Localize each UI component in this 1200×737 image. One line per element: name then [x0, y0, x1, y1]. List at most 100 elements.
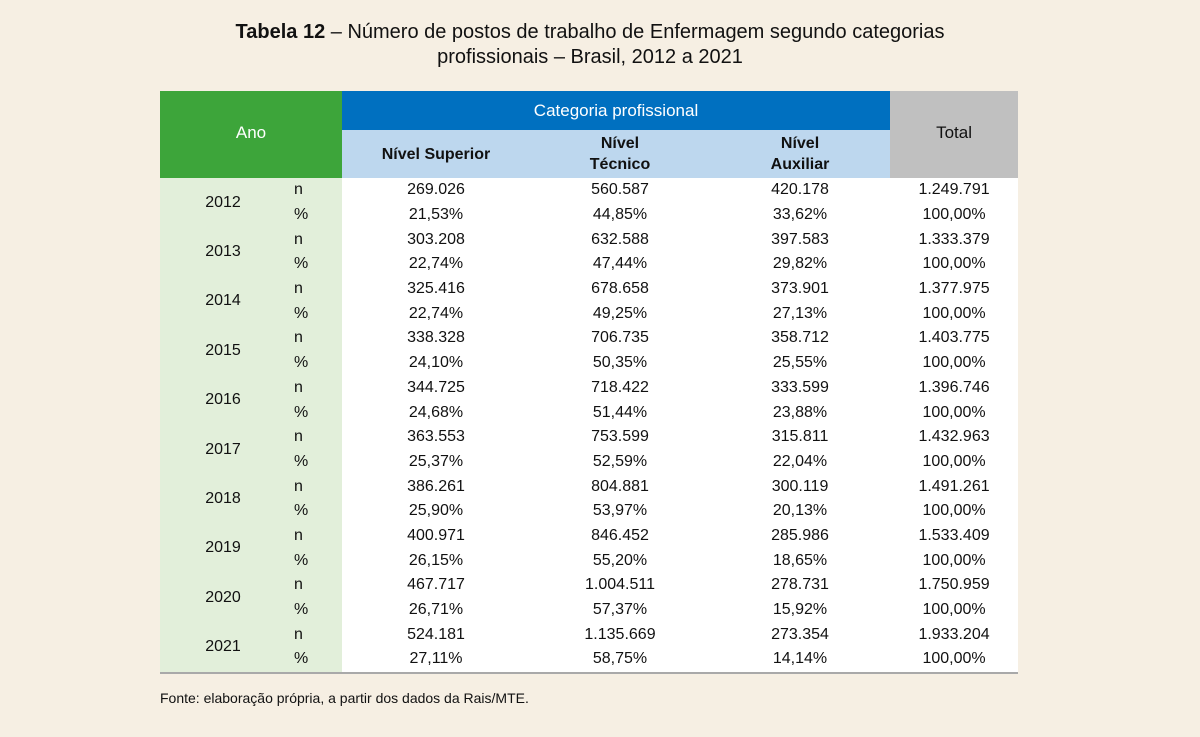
table-row-n: 2017 n 363.553 753.599 315.811 1.432.963: [160, 424, 1019, 475]
year-cell: 2020: [160, 573, 286, 623]
value-pct: 100,00%: [890, 597, 1019, 623]
table-number: Tabela 12: [235, 21, 326, 43]
value-pct: 21,53%: [342, 202, 530, 228]
value-n: 285.986: [710, 523, 891, 549]
value-n: 1.403.775: [890, 326, 1019, 351]
value-pct: 50,35%: [530, 350, 710, 376]
table-row-n: 2014 n 325.416 678.658 373.901 1.377.975: [160, 276, 1019, 327]
table-row-pct: % 24,10% 50,35% 25,55% 100,00%: [160, 350, 1019, 376]
unit-pct: %: [286, 301, 342, 327]
value-pct: 47,44%: [530, 252, 710, 277]
value-pct: 58,75%: [530, 647, 710, 674]
value-pct: 14,14%: [710, 647, 891, 674]
nursing-jobs-table: Ano Categoria profissional Total Nível S…: [160, 91, 1019, 674]
value-n: 344.725: [342, 375, 530, 401]
value-n: 1.135.669: [530, 622, 710, 648]
value-pct: 100,00%: [890, 647, 1019, 674]
header-categoria: Categoria profissional: [342, 91, 891, 130]
value-pct: 25,90%: [342, 498, 530, 524]
value-n: 1.750.959: [890, 573, 1019, 598]
value-pct: 51,44%: [530, 400, 710, 425]
value-pct: 100,00%: [890, 301, 1019, 327]
value-pct: 55,20%: [530, 548, 710, 573]
unit-n: n: [286, 474, 342, 499]
value-n: 303.208: [342, 227, 530, 253]
value-n: 753.599: [530, 424, 710, 450]
value-n: 1.491.261: [890, 474, 1019, 499]
value-pct: 25,37%: [342, 449, 530, 475]
unit-n: n: [286, 276, 342, 302]
header-nivel-superior: Nível Superior: [342, 130, 530, 178]
table-row-pct: % 21,53% 44,85% 33,62% 100,00%: [160, 202, 1019, 228]
unit-pct: %: [286, 202, 342, 228]
table-row-pct: % 24,68% 51,44% 23,88% 100,00%: [160, 400, 1019, 425]
value-n: 420.178: [710, 178, 891, 203]
source-note: Fonte: elaboração própria, a partir dos …: [160, 690, 529, 706]
value-n: 315.811: [710, 424, 891, 450]
table-row-pct: % 26,71% 57,37% 15,92% 100,00%: [160, 597, 1019, 623]
value-pct: 25,55%: [710, 350, 891, 376]
unit-n: n: [286, 424, 342, 450]
value-pct: 49,25%: [530, 301, 710, 327]
value-n: 524.181: [342, 622, 530, 648]
value-pct: 18,65%: [710, 548, 891, 573]
value-pct: 29,82%: [710, 252, 891, 277]
table-row-pct: % 22,74% 47,44% 29,82% 100,00%: [160, 252, 1019, 277]
title-text-line1: – Número de postos de trabalho de Enferm…: [325, 21, 945, 43]
value-n: 846.452: [530, 523, 710, 549]
value-pct: 57,37%: [530, 597, 710, 623]
value-pct: 24,68%: [342, 400, 530, 425]
unit-n: n: [286, 573, 342, 598]
value-pct: 100,00%: [890, 400, 1019, 425]
unit-pct: %: [286, 350, 342, 376]
value-pct: 26,15%: [342, 548, 530, 573]
value-n: 363.553: [342, 424, 530, 450]
table-row-n: 2012 n 269.026 560.587 420.178 1.249.791: [160, 178, 1019, 228]
year-cell: 2021: [160, 622, 286, 674]
header-nivel-auxiliar: Nível Auxiliar: [710, 130, 891, 178]
table-row-n: 2020 n 467.717 1.004.511 278.731 1.750.959: [160, 573, 1019, 623]
value-pct: 53,97%: [530, 498, 710, 524]
value-n: 1.004.511: [530, 573, 710, 598]
value-n: 560.587: [530, 178, 710, 203]
table-row-n: 2013 n 303.208 632.588 397.583 1.333.379: [160, 227, 1019, 277]
value-pct: 26,71%: [342, 597, 530, 623]
value-pct: 100,00%: [890, 252, 1019, 277]
unit-pct: %: [286, 449, 342, 475]
value-n: 300.119: [710, 474, 891, 499]
value-pct: 22,74%: [342, 301, 530, 327]
table-row-n: 2021 n 524.181 1.135.669 273.354 1.933.204: [160, 622, 1019, 674]
value-n: 1.396.746: [890, 375, 1019, 401]
unit-n: n: [286, 622, 342, 648]
year-cell: 2019: [160, 523, 286, 573]
header-ano: Ano: [160, 91, 342, 178]
value-n: 373.901: [710, 276, 891, 302]
unit-pct: %: [286, 498, 342, 524]
year-cell: 2018: [160, 474, 286, 524]
unit-n: n: [286, 375, 342, 401]
unit-pct: %: [286, 400, 342, 425]
table-row-n: 2018 n 386.261 804.881 300.119 1.491.261: [160, 474, 1019, 524]
value-pct: 22,74%: [342, 252, 530, 277]
year-cell: 2015: [160, 326, 286, 376]
unit-n: n: [286, 326, 342, 351]
unit-n: n: [286, 523, 342, 549]
value-pct: 24,10%: [342, 350, 530, 376]
value-n: 1.249.791: [890, 178, 1019, 203]
value-n: 386.261: [342, 474, 530, 499]
value-pct: 27,13%: [710, 301, 891, 327]
value-n: 400.971: [342, 523, 530, 549]
title-text-line2: profissionais – Brasil, 2012 a 2021: [437, 46, 743, 68]
value-n: 358.712: [710, 326, 891, 351]
value-n: 333.599: [710, 375, 891, 401]
header-nivel-tecnico: Nível Técnico: [530, 130, 710, 178]
value-n: 1.333.379: [890, 227, 1019, 253]
value-n: 269.026: [342, 178, 530, 203]
table-row-n: 2016 n 344.725 718.422 333.599 1.396.746: [160, 375, 1019, 425]
table-row-n: 2019 n 400.971 846.452 285.986 1.533.409: [160, 523, 1019, 573]
table-body: 2012 n 269.026 560.587 420.178 1.249.791% 21,…: [160, 178, 1019, 674]
table-row-pct: % 26,15% 55,20% 18,65% 100,00%: [160, 548, 1019, 573]
value-pct: 22,04%: [710, 449, 891, 475]
value-n: 1.432.963: [890, 424, 1019, 450]
year-cell: 2016: [160, 375, 286, 425]
